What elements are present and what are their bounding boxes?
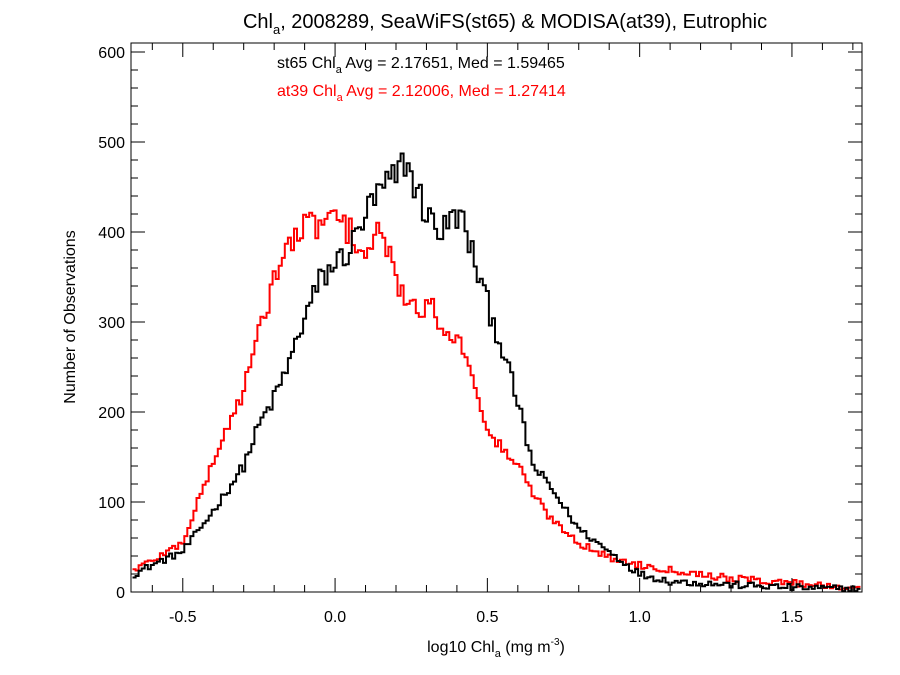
chart-title-rest: , 2008289, SeaWiFS(st65) & MODISA(at39),… [280,11,767,33]
legend-st65-prefix: st65 Chl [277,55,336,72]
x-axis-label-superscript: -3 [551,637,560,648]
axis-ticks [131,43,862,593]
chart-title: Chla, 2008289, SeaWiFS(st65) & MODISA(at… [243,11,767,37]
legend-st65-rest: Avg = 2.17651, Med = 1.59465 [342,55,565,72]
x-axis-label-subscript: a [495,648,502,660]
y-tick-labels: 0 100 200 300 400 500 600 [98,45,125,602]
y-tick-label: 200 [98,405,125,422]
plot-frame [130,42,863,593]
series-layer [132,152,861,593]
x-tick-label: 1.0 [629,609,651,626]
y-axis-label: Number of Observations [62,230,79,403]
y-tick-label: 400 [98,225,125,242]
x-tick-label: 0.0 [324,609,346,626]
legend-entry-st65: st65 Chla Avg = 2.17651, Med = 1.59465 [277,55,565,76]
x-tick-label: -0.5 [169,609,197,626]
y-tick-label: 100 [98,495,125,512]
y-tick-label: 0 [116,585,125,602]
x-axis-label-mid: (mg m [501,639,551,656]
chart-title-subscript: a [273,22,281,37]
legend-at39-rest: Avg = 2.12006, Med = 1.27414 [343,83,566,100]
legend-st65-subscript: a [336,64,343,76]
y-tick-label: 500 [98,135,125,152]
legend-at39-prefix: at39 Chl [277,83,337,100]
legend-entry-at39: at39 Chla Avg = 2.12006, Med = 1.27414 [277,83,566,104]
x-tick-label: 0.5 [476,609,498,626]
x-axis-label: log10 Chla (mg m-3) [427,637,565,660]
y-tick-label: 600 [98,45,125,62]
chart-title-prefix: Chl [243,11,273,33]
x-tick-labels: -0.5 0.0 0.5 1.0 1.5 [169,609,803,626]
x-axis-label-end: ) [560,639,565,656]
x-axis-label-prefix: log10 Chl [427,639,495,656]
histogram-series-at39 [132,209,861,591]
legend-at39-subscript: a [337,92,344,104]
y-tick-label: 300 [98,315,125,332]
x-tick-label: 1.5 [781,609,803,626]
histogram-series-st65 [132,152,861,593]
